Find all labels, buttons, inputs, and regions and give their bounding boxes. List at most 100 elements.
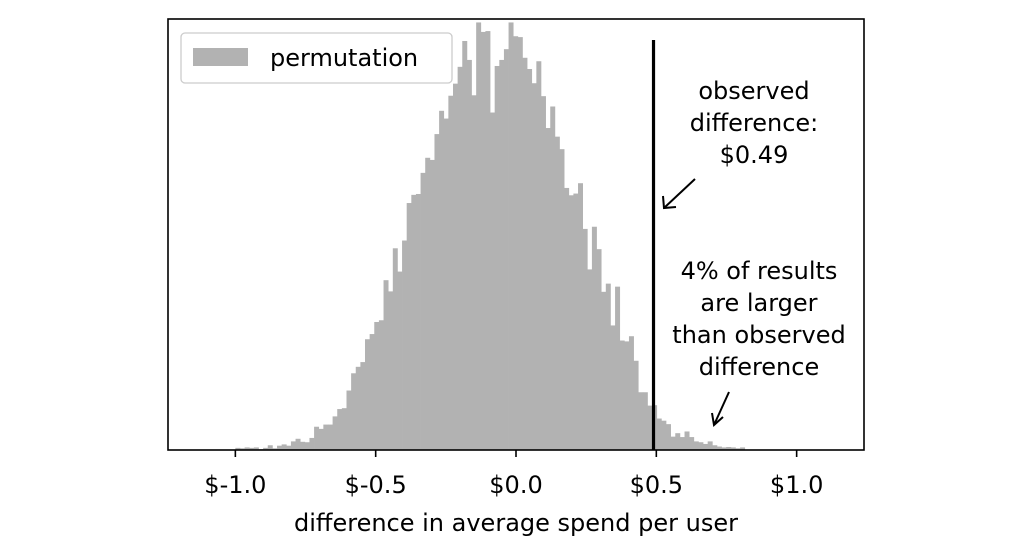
histogram-bar [573, 193, 579, 450]
histogram-bar [272, 448, 278, 450]
histogram-bar [374, 321, 380, 450]
histogram-bar [499, 59, 505, 450]
histogram-bar [286, 445, 292, 450]
histogram-bar [601, 291, 607, 450]
histogram-bar [591, 226, 597, 450]
histogram-bar [434, 134, 440, 450]
histogram-bar [716, 446, 722, 450]
histogram-bar [670, 436, 676, 450]
x-tick-label: $-0.5 [345, 471, 407, 499]
histogram-bar [726, 446, 732, 450]
histogram-bar [485, 31, 491, 450]
observed-annotation-line-2: difference: [690, 109, 819, 137]
histogram-bar [545, 128, 551, 451]
histogram-bar [462, 40, 468, 450]
histogram-bar [281, 444, 287, 450]
tail-annotation-line-1: 4% of results [681, 257, 838, 285]
histogram-bar [730, 447, 736, 450]
histogram-bar [365, 339, 370, 450]
observed-annotation-line-1: observed [698, 77, 809, 105]
histogram-bar [295, 438, 301, 450]
histogram-bar [605, 283, 611, 450]
histogram-bar [559, 149, 565, 450]
histogram-bar [536, 61, 542, 451]
histogram-bar [304, 442, 310, 450]
histogram-bar [656, 418, 662, 450]
histogram-bar [378, 320, 384, 450]
histogram-bar [323, 424, 329, 450]
histogram-bar [596, 249, 602, 450]
histogram-bar [513, 36, 519, 451]
x-tick-label: $-1.0 [204, 471, 266, 499]
histogram-bar [411, 194, 417, 450]
histogram-bars [235, 22, 746, 451]
histogram-bar [448, 95, 454, 450]
histogram-bar [531, 83, 537, 450]
histogram-bar [290, 441, 296, 450]
histogram-bar [550, 106, 556, 451]
histogram-bar [642, 392, 648, 450]
tail-percentage-annotation: 4% of results are larger than observed d… [672, 257, 846, 427]
histogram-bar [661, 420, 667, 450]
histogram-bar [314, 426, 320, 450]
histogram-bar [249, 447, 255, 450]
histogram-bar [698, 442, 704, 450]
tail-annotation-line-2: are larger [700, 289, 817, 317]
x-axis-ticks: $-1.0 $-0.5 $0.0 $0.5 $1.0 [204, 450, 823, 499]
histogram-bar [443, 118, 449, 450]
histogram-bar [318, 428, 324, 450]
histogram-bar [267, 445, 273, 450]
histogram-bar [721, 447, 727, 450]
histogram-bar [527, 69, 533, 450]
histogram-bar [360, 362, 366, 450]
histogram-bar [402, 240, 408, 450]
histogram-bar [633, 360, 639, 450]
histogram-bar [453, 83, 458, 451]
histogram-bar [679, 437, 685, 450]
histogram-bar [420, 172, 426, 450]
histogram-bar [568, 195, 574, 450]
histogram-bar [735, 448, 741, 450]
histogram-bar [587, 269, 593, 450]
histogram-bar [582, 228, 588, 450]
histogram-bar [425, 157, 431, 450]
histogram-bar [638, 392, 644, 450]
x-tick-label: $0.0 [489, 471, 542, 499]
observed-annotation-arrow [662, 178, 696, 210]
histogram-bar [253, 447, 259, 450]
histogram-bar [578, 183, 583, 450]
histogram-bar [466, 59, 472, 450]
histogram-bar [406, 203, 412, 450]
legend-swatch-permutation [193, 48, 248, 66]
histogram-bar [346, 390, 352, 450]
x-tick-label: $1.0 [770, 471, 823, 499]
tail-annotation-line-3: than observed [672, 321, 845, 349]
histogram-bar [707, 441, 713, 450]
histogram-bar [619, 340, 625, 450]
histogram-bar [341, 408, 347, 450]
observed-annotation-line-3: $0.49 [720, 141, 789, 169]
histogram-bar [740, 447, 746, 450]
histogram-bar [610, 325, 616, 450]
histogram-bar [508, 22, 514, 450]
histogram-bar [244, 447, 250, 450]
histogram-bar [517, 37, 523, 450]
histogram-bar [540, 96, 546, 451]
histogram-bar [327, 424, 333, 450]
legend-box [180, 32, 453, 84]
x-tick-label: $0.5 [630, 471, 683, 499]
histogram-bar [277, 445, 283, 450]
histogram-bar [235, 447, 241, 450]
tail-annotation-arrow [711, 391, 730, 427]
histogram-bar [439, 110, 445, 451]
histogram-bar [689, 437, 695, 450]
histogram-bar [383, 280, 389, 450]
histogram-bar [675, 433, 681, 450]
histogram-bar [615, 286, 621, 450]
histogram-bar [369, 334, 375, 450]
histogram-bar [351, 373, 357, 450]
histogram-bar [490, 112, 496, 450]
legend: permutation [180, 32, 453, 84]
histogram-bar [397, 271, 403, 450]
